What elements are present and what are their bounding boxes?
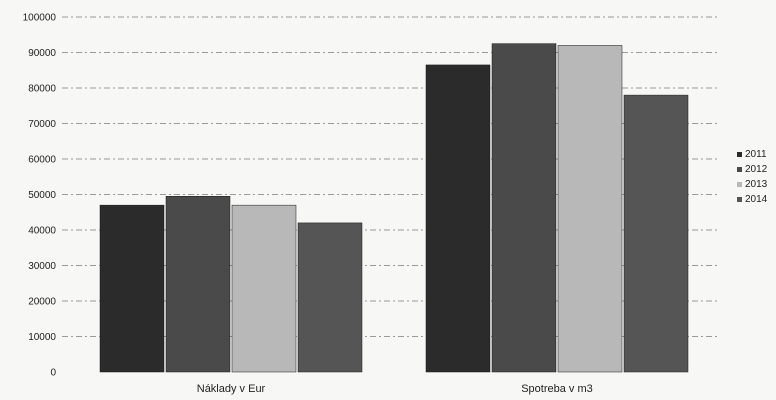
x-category-label: Náklady v Eur — [197, 383, 266, 395]
y-tick-label: 90000 — [28, 48, 56, 59]
y-axis: 0 10000 20000 30000 40000 50000 60000 70000 8000… — [23, 13, 57, 379]
legend-swatch — [737, 182, 742, 187]
x-axis-labels: Náklady v Eur Spotreba v m3 — [197, 383, 593, 395]
y-tick-label: 0 — [50, 368, 56, 379]
bar-2011-naklady — [99, 204, 165, 373]
bar-2013-naklady — [231, 204, 297, 373]
y-tick-label: 30000 — [28, 261, 56, 272]
bar-2014-spotreba — [623, 94, 689, 373]
legend-label: 2012 — [745, 164, 768, 175]
bar-2014-naklady — [297, 222, 363, 373]
legend-label: 2011 — [745, 149, 767, 160]
bars — [99, 43, 689, 373]
legend-label: 2014 — [745, 194, 768, 205]
y-tick-label: 60000 — [28, 155, 56, 166]
y-tick-label: 100000 — [23, 13, 57, 24]
legend-swatch — [737, 197, 742, 202]
bar-2012-spotreba — [491, 43, 557, 373]
legend: 2011 2012 2013 2014 — [737, 149, 768, 205]
y-tick-label: 20000 — [28, 297, 56, 308]
legend-swatch — [737, 167, 742, 172]
bar-2012-naklady — [165, 196, 231, 373]
legend-swatch — [737, 152, 742, 157]
y-tick-label: 10000 — [28, 332, 56, 343]
x-category-label: Spotreba v m3 — [521, 383, 593, 395]
y-tick-label: 40000 — [28, 226, 56, 237]
y-tick-label: 80000 — [28, 84, 56, 95]
y-tick-label: 50000 — [28, 190, 56, 201]
bar-2011-spotreba — [425, 64, 491, 373]
legend-label: 2013 — [745, 179, 768, 190]
bar-2013-spotreba — [557, 45, 623, 373]
y-tick-label: 70000 — [28, 119, 56, 130]
